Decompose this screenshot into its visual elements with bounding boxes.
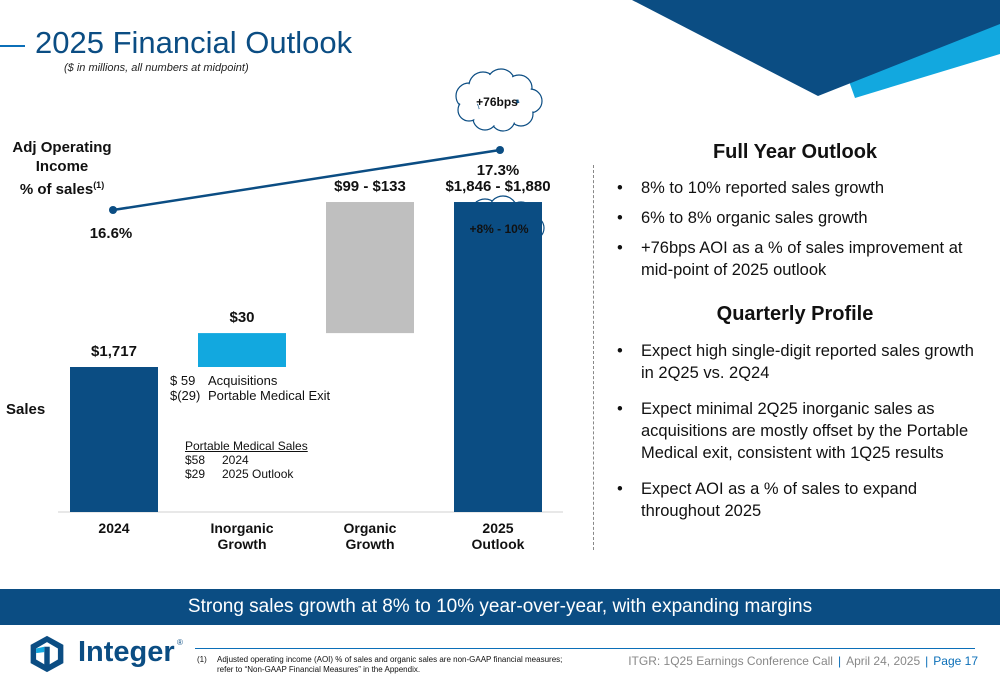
inorganic-note-acquisitions: $ 59 Acquisitions: [170, 373, 278, 388]
bar-2: [198, 333, 286, 367]
full-year-list: 8% to 10% reported sales growth 6% to 8%…: [617, 177, 982, 281]
aoi-line: [112, 148, 501, 212]
aoi-label-line-1: Adj Operating: [12, 139, 112, 156]
full-year-bullet: 8% to 10% reported sales growth: [617, 177, 982, 199]
page-title: 2025 Financial Outlook: [35, 25, 353, 60]
corner-graphic: [632, 0, 1000, 98]
quarterly-bullet: Expect minimal 2Q25 inorganic sales as a…: [617, 398, 982, 464]
portable-medical-title: Portable Medical Sales: [185, 439, 308, 453]
x-tick-label: Growth: [346, 536, 395, 552]
bar-value-label: $1,717: [91, 343, 137, 360]
bps-callout-cloud: [455, 68, 543, 132]
x-tick-label: 2025: [482, 520, 513, 536]
aoi-point-label: 17.3%: [477, 162, 520, 179]
footnote-number: (1): [197, 655, 207, 664]
cloud-fill: [478, 81, 516, 119]
bar-3: [326, 202, 414, 334]
waterfall-chart: $1,717 $30 $99 - $133 $1,846 - $1,880 16.6%…: [58, 68, 563, 552]
cloud-fill: [510, 103, 532, 125]
x-tick-label: Inorganic: [210, 520, 273, 536]
footer-page: Page 17: [933, 654, 978, 668]
column-divider: [593, 165, 594, 550]
x-tick-label: Outlook: [472, 536, 525, 552]
sales-label: Sales: [6, 401, 46, 418]
bps-callout-text: +76bps: [476, 95, 518, 109]
footer-date: April 24, 2025: [846, 654, 921, 668]
title-rule: [0, 45, 25, 47]
takeaway-banner: Strong sales growth at 8% to 10% year-ov…: [0, 589, 1000, 625]
cloud-fill: [459, 100, 479, 120]
integer-logo-text: Integer: [78, 636, 175, 668]
full-year-bullet: +76bps AOI as a % of sales improvement a…: [617, 237, 982, 281]
footer-rule: [195, 648, 975, 649]
quarterly-bullet: Expect high single-digit reported sales …: [617, 340, 982, 384]
footer-event: ITGR: 1Q25 Earnings Conference Call: [628, 654, 833, 668]
corner-primary-shape: [632, 0, 1000, 96]
aoi-label: Adj Operating Income % of sales(1): [0, 138, 124, 199]
footer-info: ITGR: 1Q25 Earnings Conference Call | Apri…: [628, 654, 978, 668]
aoi-label-line-3: % of sales(1): [19, 180, 105, 198]
page-subtitle: ($ in millions, all numbers at midpoint): [64, 62, 249, 74]
integer-logo-icon: [30, 635, 64, 673]
inorganic-note-exit: $(29) Portable Medical Exit: [170, 388, 331, 403]
aoi-point-label: 16.6%: [90, 225, 133, 242]
x-tick-label: Growth: [218, 536, 267, 552]
full-year-bullet: 6% to 8% organic sales growth: [617, 207, 982, 229]
x-tick-label: 2024: [98, 520, 129, 536]
bar-value-label: $99 - $133: [334, 178, 406, 195]
aoi-point: [496, 146, 504, 154]
aoi-footnote-ref: (1): [93, 180, 105, 190]
bar-value-label: $1,846 - $1,880: [445, 178, 550, 195]
integer-logo-registered: ®: [177, 638, 183, 647]
quarterly-list: Expect high single-digit reported sales …: [617, 340, 982, 522]
portable-medical-row-2024: $58 2024: [185, 453, 249, 467]
footnote-text: Adjusted operating income (AOI) % of sal…: [217, 655, 563, 674]
bar-value-label: $30: [229, 309, 254, 326]
x-tick-label: Organic: [344, 520, 397, 536]
bar-4: [454, 202, 542, 512]
aoi-label-line-2: Income: [35, 158, 89, 175]
quarterly-heading: Quarterly Profile: [716, 303, 874, 325]
portable-medical-row-2025: $29 2025 Outlook: [185, 467, 294, 481]
quarterly-bullet: Expect AOI as a % of sales to expand thr…: [617, 478, 982, 522]
aoi-point: [109, 206, 117, 214]
full-year-heading: Full Year Outlook: [712, 141, 878, 163]
bar-1: [70, 367, 158, 512]
growth-callout-text: +8% - 10%: [469, 222, 529, 236]
